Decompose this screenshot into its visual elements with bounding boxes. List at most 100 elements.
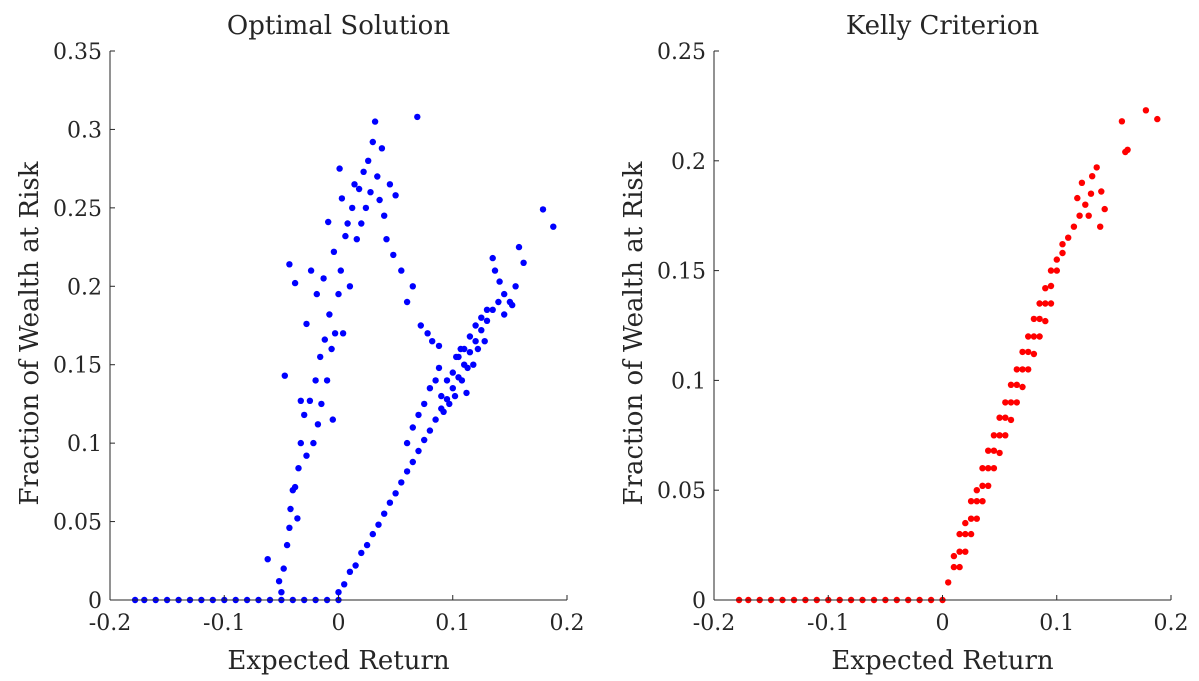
data-point	[463, 389, 470, 397]
data-point	[323, 377, 331, 384]
data-point	[446, 400, 453, 408]
data-point	[281, 372, 288, 379]
data-point	[1002, 432, 1009, 439]
data-point	[426, 385, 434, 392]
data-point	[358, 220, 365, 227]
data-points	[735, 107, 1161, 604]
data-point	[1036, 315, 1043, 323]
data-point	[1118, 118, 1126, 125]
data-point	[472, 338, 479, 345]
data-point	[386, 181, 394, 188]
x-tick-label: 0.1	[435, 611, 470, 636]
data-point	[1047, 282, 1055, 290]
data-point	[367, 189, 374, 196]
data-point	[1013, 381, 1020, 388]
chart-title: Kelly Criterion	[846, 11, 1040, 41]
data-point	[1124, 146, 1131, 153]
x-tick-label: 0.2	[1154, 611, 1189, 636]
x-tick-label: 0	[936, 611, 950, 636]
data-point	[1025, 333, 1032, 340]
data-point	[996, 432, 1003, 439]
data-point	[985, 465, 992, 472]
data-point	[409, 283, 416, 290]
data-point	[1065, 234, 1072, 241]
optimal-solution-panel: -0.2 -0.1 0 0.1 0.2 0 0.05 0.1 0.15 0.2 0.25 0.3 0.3…	[15, 11, 585, 676]
data-point	[409, 458, 416, 466]
data-point	[956, 563, 963, 571]
data-point	[1082, 201, 1089, 208]
data-point	[962, 519, 969, 527]
data-point	[979, 498, 986, 505]
data-point	[435, 364, 443, 372]
data-point	[344, 220, 351, 227]
y-tick-label: 0.3	[67, 118, 102, 143]
data-point	[1007, 416, 1015, 424]
data-point	[950, 552, 958, 560]
data-point	[398, 267, 405, 274]
data-point	[351, 181, 358, 188]
data-point	[1087, 190, 1095, 197]
y-tick-label: 0.2	[67, 275, 102, 300]
data-point	[342, 232, 349, 240]
data-point	[440, 408, 447, 415]
data-point	[297, 439, 304, 447]
data-point	[1078, 179, 1086, 186]
data-point	[307, 267, 315, 274]
data-point	[990, 432, 998, 439]
x-tick-label: -0.1	[203, 611, 245, 636]
y-tick-label: 0	[88, 589, 102, 614]
data-point	[390, 251, 397, 259]
data-point	[369, 530, 376, 538]
data-point	[432, 416, 439, 423]
data-point	[335, 290, 342, 298]
x-tick-label: -0.1	[807, 611, 849, 636]
data-point	[1053, 256, 1061, 263]
data-point	[363, 541, 371, 549]
data-point	[421, 400, 428, 408]
y-tick-label: 0.25	[53, 197, 102, 222]
data-point	[443, 377, 451, 384]
data-point	[320, 275, 327, 282]
data-point	[376, 196, 383, 204]
data-point	[301, 411, 308, 419]
data-point	[464, 364, 471, 372]
y-axis-label: Fraction of Wealth at Risk	[619, 161, 649, 505]
data-point	[1053, 267, 1061, 274]
data-point	[286, 524, 293, 531]
data-point	[1085, 212, 1092, 219]
chart-title: Optimal Solution	[227, 11, 450, 41]
x-tick-label: 0.2	[550, 611, 585, 636]
data-point	[336, 165, 343, 172]
data-point	[449, 385, 456, 392]
data-point	[280, 565, 287, 572]
data-point	[950, 563, 958, 571]
data-point	[297, 397, 304, 404]
data-point	[962, 548, 969, 555]
data-point	[457, 345, 464, 353]
data-point	[326, 311, 333, 318]
data-point	[378, 145, 386, 152]
data-point	[1098, 188, 1105, 195]
data-point	[313, 290, 320, 298]
data-point	[1101, 205, 1108, 213]
data-point	[1030, 333, 1038, 340]
data-point	[1030, 315, 1038, 323]
data-point	[550, 223, 557, 230]
data-point	[335, 589, 342, 596]
data-points	[131, 113, 557, 604]
data-point	[1013, 366, 1020, 373]
data-point	[318, 400, 325, 408]
data-point	[426, 427, 434, 434]
data-point	[1013, 399, 1020, 406]
data-point	[489, 306, 496, 313]
data-point	[371, 118, 379, 125]
data-point	[474, 345, 482, 353]
x-tick-label: 0.1	[1039, 611, 1074, 636]
data-point	[996, 414, 1003, 421]
y-tick-label: 0.1	[67, 432, 102, 457]
data-point	[979, 482, 986, 489]
data-point	[973, 498, 980, 505]
data-point	[1019, 366, 1026, 373]
data-point	[1036, 333, 1043, 340]
data-point	[1007, 381, 1015, 388]
